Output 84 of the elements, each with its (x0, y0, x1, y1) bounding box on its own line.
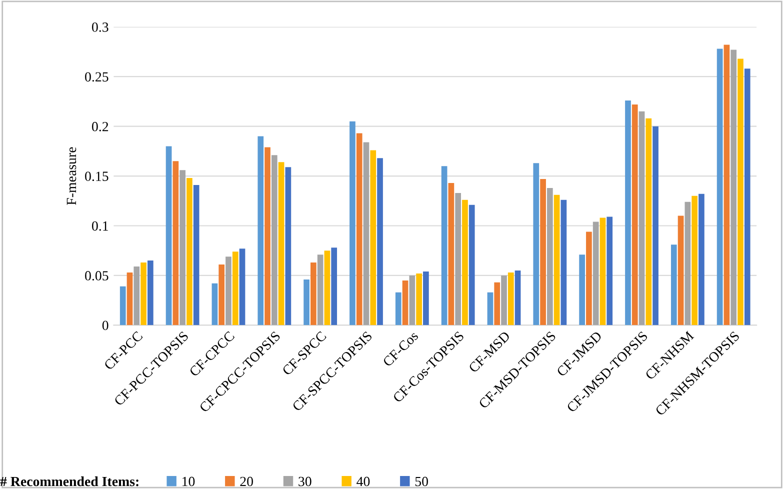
bar (560, 200, 567, 326)
y-tick-label: 0 (102, 320, 108, 330)
bar (423, 271, 429, 326)
bar (684, 202, 691, 326)
bar (652, 126, 658, 326)
bar (317, 254, 324, 326)
bar (744, 68, 750, 326)
bar (730, 50, 737, 326)
bar (193, 184, 200, 326)
bar (226, 256, 232, 326)
bar (134, 266, 140, 326)
bar (324, 250, 330, 326)
bar (533, 163, 540, 326)
bar (501, 275, 507, 326)
legend-label: 40 (356, 476, 370, 486)
bar (304, 279, 310, 326)
y-tick-label: 0.1 (92, 221, 108, 231)
bar (370, 150, 376, 326)
bar (212, 283, 218, 326)
bar (508, 272, 514, 326)
bar (239, 248, 246, 326)
bar (632, 104, 638, 326)
bar (554, 194, 560, 326)
bar (738, 58, 744, 326)
bar (377, 158, 383, 326)
bar (606, 216, 613, 326)
y-tick-label: 0.15 (85, 172, 108, 182)
bar (278, 162, 284, 326)
legend-title: # Recommended Items: (0, 476, 138, 486)
bar (468, 204, 475, 326)
legend-label: 30 (298, 476, 312, 486)
bar (140, 262, 146, 326)
y-tick-label: 0.3 (92, 22, 108, 32)
bar (172, 161, 179, 326)
bar (271, 155, 278, 326)
bar (441, 166, 448, 326)
bar (579, 254, 585, 326)
bar (592, 222, 599, 326)
bar (724, 44, 730, 326)
y-tick-label: 0.05 (85, 271, 108, 280)
bar (586, 232, 592, 326)
bar (546, 188, 553, 326)
bar (638, 111, 645, 326)
bar (356, 133, 362, 326)
bar (448, 183, 454, 326)
bar (646, 118, 652, 326)
bar (186, 178, 192, 326)
bar (310, 262, 316, 326)
bar (126, 272, 133, 326)
bar (692, 196, 698, 326)
bar (264, 147, 270, 326)
bar (147, 260, 154, 326)
bar (409, 275, 416, 326)
bar (363, 142, 370, 326)
bar (540, 179, 546, 326)
legend-label: 10 (182, 476, 195, 486)
bar (455, 192, 462, 326)
y-tick-label: 0.2 (92, 122, 108, 132)
bar (462, 200, 468, 326)
y-axis-title: F-measure (66, 147, 76, 205)
legend-label: 20 (240, 476, 253, 486)
bar (678, 216, 684, 326)
bar (120, 286, 126, 326)
bar (166, 146, 172, 326)
bar (218, 264, 225, 326)
bar (416, 273, 422, 326)
bar (698, 194, 704, 326)
legend-label: 50 (415, 476, 428, 486)
bar (232, 252, 238, 326)
bar (487, 292, 494, 326)
bar (258, 136, 264, 326)
bar (625, 100, 631, 326)
bar (180, 170, 186, 326)
bar (670, 244, 677, 326)
bar (600, 218, 606, 326)
bar (514, 270, 521, 326)
bar (402, 280, 408, 326)
bar (395, 292, 402, 326)
y-tick-label: 0.25 (85, 72, 108, 82)
bar (494, 282, 500, 326)
bar (285, 167, 292, 326)
bar (716, 48, 723, 326)
bar (350, 121, 356, 326)
bar (331, 248, 338, 326)
